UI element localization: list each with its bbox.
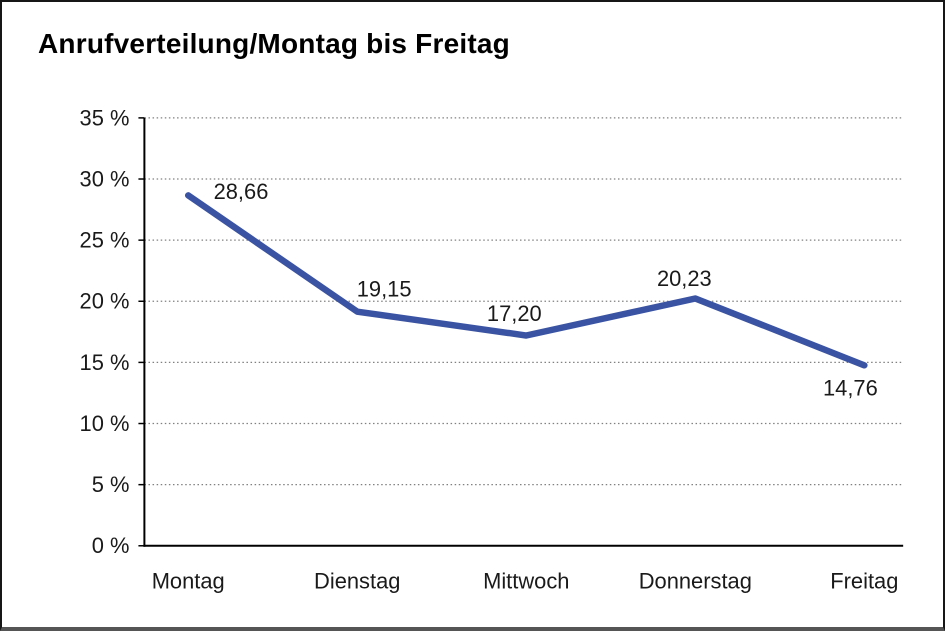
y-tick-label: 15 % <box>80 350 130 375</box>
y-tick-label: 35 % <box>80 105 130 130</box>
data-line <box>184 192 868 369</box>
chart-title: Anrufverteilung/Montag bis Freitag <box>38 28 510 59</box>
data-point-label: 17,20 <box>487 301 542 326</box>
x-axis-label: Donnerstag <box>639 568 752 593</box>
y-tick-label: 30 % <box>80 166 130 191</box>
data-point-label: 14,76 <box>823 376 878 401</box>
x-axis-label: Dienstag <box>314 568 400 593</box>
y-tick-label: 25 % <box>80 228 130 253</box>
x-axis-labels: Montag Dienstag Mittwoch Donnerstag Freitag <box>152 568 899 593</box>
y-tick-label: 20 % <box>80 289 130 314</box>
y-tick-label: 0 % <box>92 533 130 558</box>
y-tick-label: 10 % <box>80 411 130 436</box>
data-point-labels: 28,66 19,15 17,20 20,23 14,76 <box>214 179 878 401</box>
y-tick-label: 5 % <box>92 472 130 497</box>
data-point-label: 28,66 <box>214 179 269 204</box>
x-axis-label: Montag <box>152 568 225 593</box>
x-axis-label: Freitag <box>830 568 898 593</box>
y-axis-labels: 0 % 5 % 10 % 15 % 20 % 25 % 30 % 35 % <box>80 105 130 558</box>
data-point-label: 19,15 <box>357 276 412 301</box>
data-point-label: 20,23 <box>657 266 712 291</box>
x-axis-label: Mittwoch <box>483 568 569 593</box>
